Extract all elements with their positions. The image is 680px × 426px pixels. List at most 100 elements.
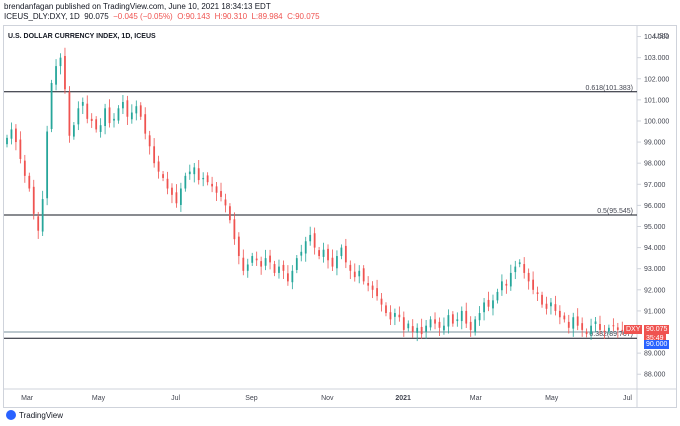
candle-body — [220, 191, 222, 197]
last-price: 90.075 — [84, 12, 109, 21]
candle-body — [81, 101, 84, 106]
y-tick-label: 98.000 — [644, 161, 666, 168]
candle-body — [291, 270, 294, 283]
candle-body — [411, 326, 414, 333]
candle-body — [389, 312, 392, 320]
candle-body — [171, 187, 173, 195]
x-tick-label: Mar — [470, 395, 483, 402]
candle-body — [563, 315, 566, 320]
candle-body — [447, 315, 450, 327]
y-tick-label: 99.000 — [644, 140, 666, 147]
tradingview-icon — [6, 410, 16, 420]
candle-body — [41, 199, 44, 232]
countdown-badge: 35:49 — [644, 334, 666, 344]
candle-body — [505, 283, 508, 286]
candle-body — [465, 310, 468, 324]
candle-body — [336, 256, 338, 269]
candle-body — [416, 327, 419, 333]
candle-body — [188, 171, 191, 175]
currency-label: USD — [654, 33, 669, 40]
candle-body — [371, 285, 374, 290]
candle-body — [255, 258, 258, 261]
x-tick-label: Jul — [171, 395, 180, 402]
open-value: O:90.143 — [177, 12, 211, 21]
candle-body — [318, 250, 320, 257]
candle-body — [594, 321, 597, 324]
candle-body — [251, 256, 254, 263]
candle-body — [28, 175, 31, 189]
candle-body — [313, 233, 316, 248]
time-axis: Mar May Jul Sep Nov 2021 Mar May Jul — [21, 395, 632, 402]
candle-body — [527, 272, 530, 282]
candle-body — [438, 321, 441, 328]
candle-body — [523, 264, 526, 273]
chart-title: U.S. DOLLAR CURRENCY INDEX, 1D, ICEUS — [8, 33, 156, 40]
x-tick-label: Nov — [321, 395, 334, 402]
candle-body — [340, 247, 343, 257]
candle-body — [331, 257, 334, 267]
y-tick-label: 100.000 — [644, 118, 669, 125]
candle-body — [179, 188, 182, 205]
candle-body — [50, 82, 53, 129]
y-tick-label: 101.000 — [644, 97, 669, 104]
candle-body — [309, 234, 312, 242]
candle-body — [242, 257, 245, 271]
candle-body — [6, 137, 8, 145]
y-tick-label: 94.000 — [644, 245, 666, 252]
candle-body — [590, 325, 592, 335]
y-tick-label: 89.000 — [644, 351, 666, 358]
brand-name: TradingView — [19, 410, 64, 420]
x-tick-label: Sep — [245, 395, 258, 402]
candle-body — [376, 288, 378, 297]
candle-body — [264, 258, 267, 266]
candle-body — [64, 55, 66, 90]
fib-label: 0.618(101.383) — [586, 85, 633, 92]
candle-body — [558, 310, 561, 318]
symbol-name: ICEUS_DLY:DXY, 1D — [4, 12, 80, 21]
candle-body — [130, 112, 133, 120]
high-value: H:90.310 — [214, 12, 248, 21]
y-tick-label: 92.000 — [644, 287, 666, 294]
symbol-bar: ICEUS_DLY:DXY, 1D 90.075 −0.045 (−0.05%)… — [4, 12, 320, 21]
y-tick-label: 93.000 — [644, 266, 666, 273]
candle-body — [362, 268, 365, 282]
candle-body — [474, 319, 477, 333]
candle-body — [202, 177, 205, 180]
fibonacci-levels: 0.618(101.383) 0.5(95.545) 0.382(89.707) — [4, 85, 637, 339]
x-tick-label: Mar — [21, 395, 34, 402]
low-value: L:89.984 — [251, 12, 283, 21]
candle-body — [144, 114, 147, 134]
candle-body — [599, 323, 601, 330]
candle-body — [139, 105, 142, 117]
candle-body — [86, 103, 89, 119]
symbol-badge: DXY — [624, 325, 643, 335]
candle-body — [148, 135, 151, 147]
candle-body — [483, 302, 485, 313]
fib-label: 0.5(95.545) — [597, 208, 633, 215]
candle-body — [545, 303, 548, 309]
candle-body — [349, 264, 352, 271]
chart-frame[interactable] — [3, 25, 677, 408]
close-value: C:90.075 — [287, 12, 320, 21]
candle-body — [554, 304, 557, 311]
candle-body — [536, 292, 539, 295]
candle-body — [429, 319, 432, 328]
candle-body — [385, 305, 387, 314]
candle-body — [322, 249, 325, 257]
candle-body — [229, 206, 231, 221]
candle-body — [286, 273, 289, 282]
price-change: −0.045 (−0.05%) — [113, 12, 173, 21]
candle-body — [55, 66, 57, 85]
fib-label: 0.382(89.707) — [589, 331, 633, 338]
candle-body — [496, 291, 499, 301]
candle-body — [367, 283, 370, 286]
candle-body — [344, 245, 347, 263]
candle-body — [122, 101, 124, 109]
candle-body — [585, 331, 588, 335]
tradingview-logo[interactable]: TradingView — [6, 410, 63, 420]
candle-body — [233, 219, 236, 240]
candle-body — [90, 118, 93, 121]
candle-body — [576, 316, 579, 326]
candle-body — [237, 236, 240, 257]
